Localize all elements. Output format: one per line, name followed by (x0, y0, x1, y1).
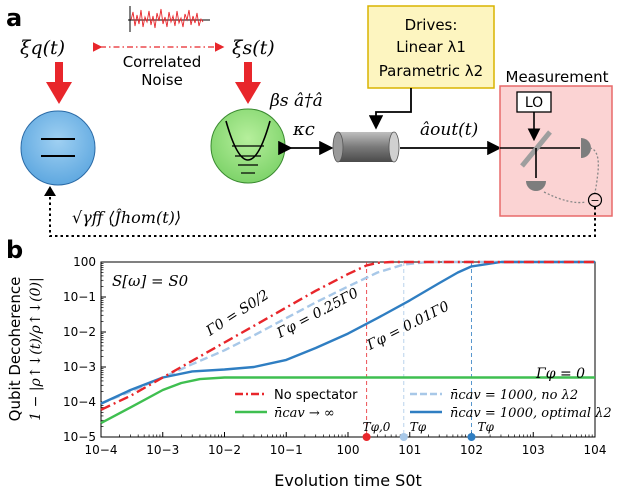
noise-arrow-qubit (46, 62, 72, 104)
noise-label: Noise (141, 71, 183, 89)
x-tick-label: 103 (522, 443, 545, 457)
y-tick-label: 10−3 (63, 360, 96, 374)
drive-arrow (368, 88, 412, 130)
x-tick-label: 102 (460, 443, 483, 457)
xi-q-label: ξq(t) (20, 37, 65, 59)
x-tick-label: 10−3 (146, 443, 179, 457)
spectrum-note: S[ω] = S0 (112, 272, 189, 290)
y-tick-label: 10−1 (63, 290, 96, 304)
x-tick-label: 104 (584, 443, 607, 457)
coherence-time-markers: Tφ,0 Tφ Tφ (362, 262, 495, 441)
kappa-label: κc (292, 119, 315, 140)
y-tick-label: 10−2 (63, 325, 96, 339)
annotation-gamma-zero: Γφ = 0 (535, 366, 585, 382)
detector-bottom-icon (526, 181, 546, 191)
drives-parametric: Parametric λ2 (379, 62, 483, 80)
drives-linear: Linear λ1 (396, 38, 466, 56)
correlated-label: Correlated (123, 53, 202, 71)
series-line-0 (100, 260, 595, 411)
noise-trace-icon (128, 6, 210, 32)
panel-b: b Qubit Decoherence 1 − |ρ↑↓(t)/ρ↑↓(0)| … (6, 236, 612, 490)
xi-s-label: ξs(t) (232, 37, 275, 59)
marker-dot (399, 433, 408, 441)
drives-title: Drives: (405, 16, 458, 34)
x-tick-label: 10−2 (208, 443, 241, 457)
y-tick-label: 100 (73, 255, 96, 269)
waveguide-icon (332, 131, 400, 163)
spectator-cavity-icon (210, 108, 286, 184)
marker-label: Tφ (478, 420, 495, 434)
qubit-icon (20, 110, 96, 186)
legend-label-ncav-infinity: n̄cav → ∞ (274, 406, 335, 421)
feedback-label: √γff ⟨Ĵhom(t)⟩ (72, 208, 181, 227)
legend: No spectator n̄cav = 1000, no λ2 n̄cav →… (235, 388, 612, 421)
y-tick-label: 10−5 (63, 430, 96, 444)
y-tick-label: 10−4 (63, 395, 96, 409)
drives-box (367, 5, 495, 89)
marker-dot (362, 433, 371, 441)
marker-dot (467, 433, 476, 441)
a-out-label: âout(t) (420, 120, 478, 140)
detector-right-icon (581, 138, 591, 158)
x-tick-label: 100 (337, 443, 360, 457)
noise-arrow-spectator (235, 62, 261, 104)
measurement-label: Measurement (506, 68, 609, 86)
feedback-line (49, 194, 596, 237)
subtractor-minus: − (590, 194, 599, 207)
series-group (100, 260, 595, 425)
x-tick-label: 10−4 (85, 443, 118, 457)
x-tick-label: 10−1 (270, 443, 303, 457)
lo-label: LO (525, 95, 543, 111)
legend-label-no-lambda2: n̄cav = 1000, no λ2 (450, 388, 578, 403)
y-axis-label-main: Qubit Decoherence (6, 277, 24, 422)
panel-b-label: b (6, 236, 23, 264)
detector-wiring (543, 147, 599, 204)
legend-label-no-spectator: No spectator (274, 388, 358, 403)
feedback-arrowhead (44, 186, 56, 196)
series-line-2 (100, 260, 595, 405)
y-axis-label-formula: 1 − |ρ↑↓(t)/ρ↑↓(0)| (28, 277, 44, 420)
panel-a: a ξq(t) ξs(t) Correlated Noise (6, 4, 613, 237)
x-tick-group: 10−4 10−3 10−2 10−1 100 101 102 103 104 (85, 432, 607, 457)
coupling-label: βs â†â (269, 91, 323, 111)
marker-label: Tφ (410, 420, 427, 434)
x-tick-label: 101 (398, 443, 421, 457)
legend-label-optimal-lambda2: n̄cav = 1000, optimal λ2 (450, 406, 612, 421)
x-axis-label: Evolution time S0t (274, 471, 422, 490)
subtractor-icon (587, 192, 603, 208)
y-tick-group: 10−5 10−4 10−3 10−2 10−1 100 (63, 255, 106, 444)
annotation-gamma001: Γφ = 0.01Γ0 (364, 298, 452, 354)
series-line-3 (100, 376, 595, 425)
marker-label: Tφ,0 (363, 420, 391, 434)
panel-a-label: a (6, 4, 22, 32)
